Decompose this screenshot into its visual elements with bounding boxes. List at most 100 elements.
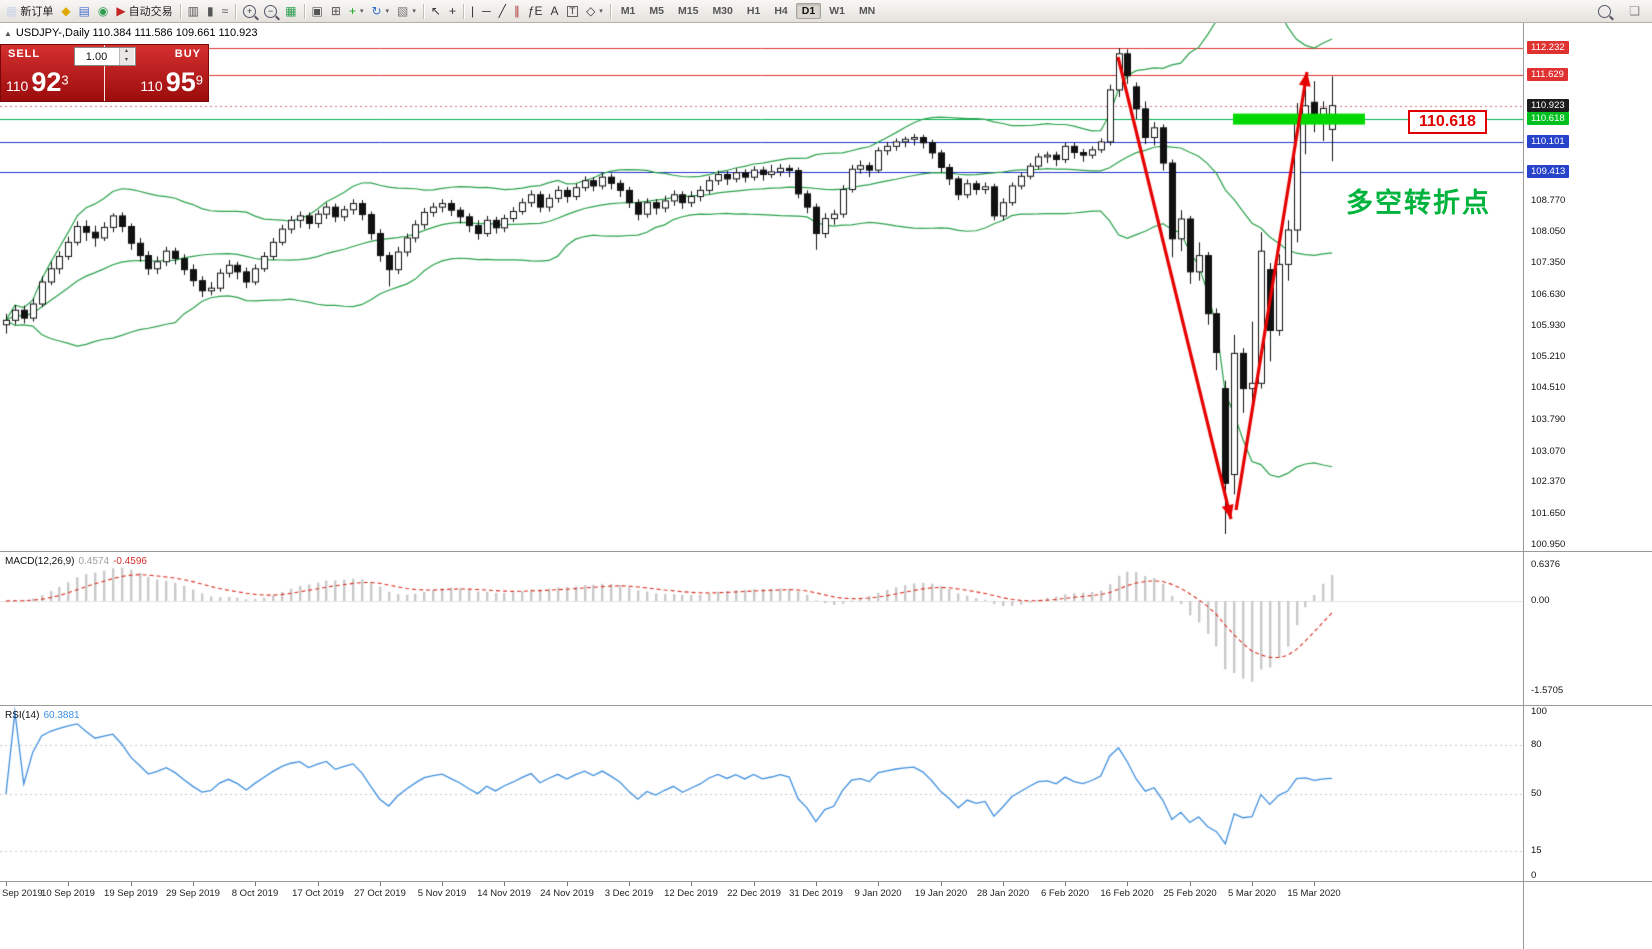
lot-increase-button[interactable]: ▴ xyxy=(124,48,128,54)
price-tag-109.413: 109.413 xyxy=(1527,165,1570,179)
horizontal-line-icon[interactable]: ─ xyxy=(479,1,494,21)
turning-point-annotation[interactable]: 多空转折点 xyxy=(1346,188,1491,218)
time-tick xyxy=(1314,882,1315,886)
time-tick xyxy=(504,882,505,886)
rsi-panel[interactable] xyxy=(0,706,1523,882)
toolbar-separator xyxy=(179,3,181,19)
rsi-axis-label: 100 xyxy=(1531,706,1547,717)
time-tick xyxy=(878,882,879,886)
date-label: 28 Jan 2020 xyxy=(976,888,1030,899)
crosshair-icon-glyph: + xyxy=(448,4,456,18)
buy-button[interactable]: BUY 110 959 xyxy=(105,45,208,101)
macd-panel[interactable] xyxy=(0,552,1523,706)
date-label: 31 Dec 2019 xyxy=(789,888,843,899)
fibonacci-icon[interactable]: ƒE xyxy=(525,1,546,21)
equidistant-channel-icon[interactable]: ∥ xyxy=(511,1,523,21)
panel-toggle-icon[interactable]: ▲ xyxy=(4,29,12,38)
timeframe-d1[interactable]: D1 xyxy=(795,3,822,19)
zoom-out-icon[interactable]: − xyxy=(261,1,280,21)
date-label: 14 Nov 2019 xyxy=(477,888,531,899)
toolbar-separator xyxy=(235,3,237,19)
level-label-110618[interactable]: 110.618 xyxy=(1408,110,1487,134)
templates-button[interactable]: ▧ ▾ xyxy=(394,1,419,21)
candlestick-chart-icon-glyph: ▮ xyxy=(206,4,214,18)
date-label: 19 Sep 2019 xyxy=(104,888,158,899)
data-window-icon[interactable]: ▤ xyxy=(76,1,93,21)
buy-label: BUY xyxy=(174,48,201,60)
timeframe-h4[interactable]: H4 xyxy=(774,5,788,17)
price-tick: 103.790 xyxy=(1531,413,1566,425)
price-tick: 106.630 xyxy=(1531,288,1566,300)
market-watch-icon[interactable]: ◆ xyxy=(58,1,73,21)
date-label: 16 Feb 2020 xyxy=(1100,888,1154,899)
price-tick: 102.370 xyxy=(1531,476,1566,488)
text-label-icon[interactable]: T xyxy=(564,1,582,21)
date-label: 17 Oct 2019 xyxy=(292,888,344,899)
buy-price: 110 959 xyxy=(140,67,203,97)
autotrading-button[interactable]: ▶ 自动交易 xyxy=(113,1,175,21)
price-axis[interactable]: 108.770 108.050 107.350 106.630 105.930 105.2… xyxy=(1523,22,1652,949)
timeframe-mn[interactable]: MN xyxy=(858,5,876,17)
lot-size-wrap: ▴ ▾ xyxy=(73,47,136,66)
price-tag-111.629: 111.629 xyxy=(1527,67,1568,81)
profiles-button[interactable]: ↻ ▾ xyxy=(368,1,392,21)
macd-value: 0.4574 xyxy=(78,556,110,567)
text-label-icon-glyph: T xyxy=(566,5,579,17)
price-tick: 103.070 xyxy=(1531,445,1566,457)
timeframe-m1[interactable]: M1 xyxy=(620,5,636,17)
timeframe-m15[interactable]: M15 xyxy=(678,5,699,17)
date-label: 6 Feb 2020 xyxy=(1040,888,1090,899)
rsi-axis-label: 50 xyxy=(1531,788,1542,799)
zoom-out-icon-glyph: − xyxy=(264,4,278,18)
time-tick xyxy=(629,882,630,886)
date-label: 3 Dec 2019 xyxy=(604,888,654,899)
chat-icon-glyph: ❏ xyxy=(1629,4,1640,18)
time-tick xyxy=(691,882,692,886)
time-tick xyxy=(1065,882,1066,886)
zoom-in-icon[interactable]: + xyxy=(240,1,259,21)
grid-icon-glyph: ▦ xyxy=(285,4,297,18)
timeframe-m5[interactable]: M5 xyxy=(649,5,664,17)
price-tick: 101.650 xyxy=(1531,508,1566,520)
pane-splitter[interactable] xyxy=(0,551,1652,552)
pane-splitter[interactable] xyxy=(0,881,1652,882)
lot-size-input[interactable] xyxy=(74,48,119,65)
chevron-down-icon: ▾ xyxy=(385,8,390,15)
date-label: 8 Oct 2019 xyxy=(231,888,279,899)
pane-splitter[interactable] xyxy=(0,705,1652,706)
line-chart-icon-glyph: ≈ xyxy=(221,4,229,18)
main-chart[interactable] xyxy=(0,22,1523,552)
crosshair-icon[interactable]: + xyxy=(446,1,459,21)
new-chart-button[interactable]: + ▾ xyxy=(346,1,367,21)
date-label: 22 Dec 2019 xyxy=(727,888,781,899)
timeframe-w1[interactable]: W1 xyxy=(829,5,845,17)
time-axis[interactable]: Sep 2019 10 Sep 2019 19 Sep 2019 29 Sep 201… xyxy=(0,882,1523,949)
chat-icon[interactable]: ❏ xyxy=(1626,1,1643,21)
lot-decrease-button[interactable]: ▾ xyxy=(124,56,128,63)
cursor-icon[interactable]: ↖ xyxy=(428,1,444,21)
rsi-label: RSI(14) 60.3881 xyxy=(5,710,80,721)
sell-button[interactable]: SELL 110 923 xyxy=(1,45,105,101)
line-chart-icon[interactable]: ≈ xyxy=(219,1,232,21)
cascade-windows-icon[interactable]: ⊞ xyxy=(328,1,344,21)
search-icon[interactable] xyxy=(1595,1,1614,21)
text-icon[interactable]: A xyxy=(548,1,562,21)
horizontal-line-icon-glyph: ─ xyxy=(482,4,491,18)
tile-windows-icon[interactable]: ▣ xyxy=(309,1,326,21)
new-order-button[interactable]: ▦ 新订单 xyxy=(3,1,56,21)
candlestick-chart-icon[interactable]: ▮ xyxy=(204,1,217,21)
sell-price: 110 923 xyxy=(6,67,69,97)
timeframe-m30[interactable]: M30 xyxy=(712,5,733,17)
help-icon[interactable]: ◉ xyxy=(95,1,111,21)
arrows-icon[interactable]: ◇ ▾ xyxy=(583,1,606,21)
trendline-icon[interactable]: ╱ xyxy=(496,1,509,21)
bar-chart-icon[interactable]: ▥ xyxy=(185,1,202,21)
market-watch-icon-glyph: ◆ xyxy=(61,4,71,18)
time-tick xyxy=(6,882,7,886)
autotrading-button-label: 自动交易 xyxy=(128,6,173,18)
price-tag-110.101: 110.101 xyxy=(1527,134,1569,148)
grid-icon[interactable]: ▦ xyxy=(282,1,299,21)
vertical-line-icon[interactable]: | xyxy=(468,1,477,21)
timeframe-h1[interactable]: H1 xyxy=(746,5,761,17)
